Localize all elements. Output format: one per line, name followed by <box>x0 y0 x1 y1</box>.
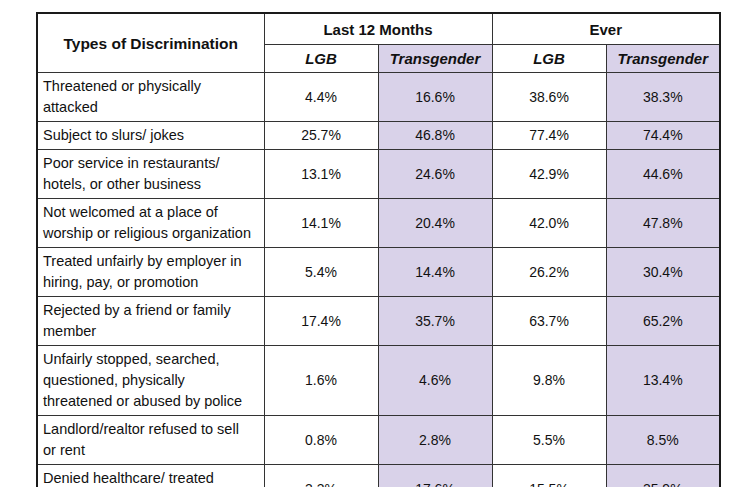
table-row: Not welcomed at a place of worship or re… <box>37 199 720 248</box>
cell-value: 13.1% <box>264 150 378 199</box>
cell-value: 0.8% <box>264 416 378 465</box>
page: Types of Discrimination Last 12 Months E… <box>0 0 750 487</box>
table-row: Threatened or physically attacked 4.4% 1… <box>37 73 720 122</box>
cell-value: 15.5% <box>492 465 606 487</box>
group-header-row: Types of Discrimination Last 12 Months E… <box>37 13 720 45</box>
row-label: Unfairly stopped, searched, questioned, … <box>37 346 264 416</box>
table-row: Treated unfairly by employer in hiring, … <box>37 248 720 297</box>
cell-value: 44.6% <box>606 150 720 199</box>
cell-value: 35.9% <box>606 465 720 487</box>
subheader-last12-transgender: Transgender <box>378 45 492 73</box>
table-row: Landlord/realtor refused to sell or rent… <box>37 416 720 465</box>
table-row: Unfairly stopped, searched, questioned, … <box>37 346 720 416</box>
table-row: Denied healthcare/ treated unfairly 3.3%… <box>37 465 720 487</box>
group-header-ever: Ever <box>492 13 720 45</box>
cell-value: 2.8% <box>378 416 492 465</box>
discrimination-table: Types of Discrimination Last 12 Months E… <box>36 12 721 487</box>
row-label: Not welcomed at a place of worship or re… <box>37 199 264 248</box>
corner-header: Types of Discrimination <box>37 13 264 73</box>
cell-value: 4.4% <box>264 73 378 122</box>
cell-value: 47.8% <box>606 199 720 248</box>
subheader-ever-transgender: Transgender <box>606 45 720 73</box>
cell-value: 4.6% <box>378 346 492 416</box>
cell-value: 24.6% <box>378 150 492 199</box>
subheader-ever-lgb: LGB <box>492 45 606 73</box>
cell-value: 46.8% <box>378 122 492 150</box>
row-label: Poor service in restaurants/ hotels, or … <box>37 150 264 199</box>
cell-value: 1.6% <box>264 346 378 416</box>
cell-value: 25.7% <box>264 122 378 150</box>
table-row: Subject to slurs/ jokes 25.7% 46.8% 77.4… <box>37 122 720 150</box>
cell-value: 38.6% <box>492 73 606 122</box>
cell-value: 77.4% <box>492 122 606 150</box>
cell-value: 17.6% <box>378 465 492 487</box>
row-label: Treated unfairly by employer in hiring, … <box>37 248 264 297</box>
cell-value: 26.2% <box>492 248 606 297</box>
cell-value: 17.4% <box>264 297 378 346</box>
row-label: Landlord/realtor refused to sell or rent <box>37 416 264 465</box>
cell-value: 74.4% <box>606 122 720 150</box>
cell-value: 35.7% <box>378 297 492 346</box>
cell-value: 42.9% <box>492 150 606 199</box>
cell-value: 42.0% <box>492 199 606 248</box>
cell-value: 20.4% <box>378 199 492 248</box>
group-header-last-12-months: Last 12 Months <box>264 13 492 45</box>
row-label: Rejected by a friend or family member <box>37 297 264 346</box>
cell-value: 8.5% <box>606 416 720 465</box>
row-label: Threatened or physically attacked <box>37 73 264 122</box>
table-row: Poor service in restaurants/ hotels, or … <box>37 150 720 199</box>
row-label: Denied healthcare/ treated unfairly <box>37 465 264 487</box>
cell-value: 3.3% <box>264 465 378 487</box>
cell-value: 9.8% <box>492 346 606 416</box>
cell-value: 13.4% <box>606 346 720 416</box>
row-label: Subject to slurs/ jokes <box>37 122 264 150</box>
cell-value: 63.7% <box>492 297 606 346</box>
cell-value: 65.2% <box>606 297 720 346</box>
table-row: Rejected by a friend or family member 17… <box>37 297 720 346</box>
cell-value: 16.6% <box>378 73 492 122</box>
cell-value: 5.5% <box>492 416 606 465</box>
cell-value: 14.1% <box>264 199 378 248</box>
subheader-last12-lgb: LGB <box>264 45 378 73</box>
cell-value: 30.4% <box>606 248 720 297</box>
cell-value: 14.4% <box>378 248 492 297</box>
cell-value: 5.4% <box>264 248 378 297</box>
cell-value: 38.3% <box>606 73 720 122</box>
